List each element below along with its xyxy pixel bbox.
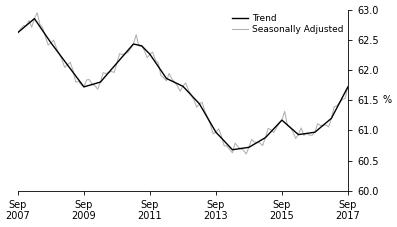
Y-axis label: %: %: [382, 95, 391, 105]
Legend: Trend, Seasonally Adjusted: Trend, Seasonally Adjusted: [232, 14, 343, 34]
